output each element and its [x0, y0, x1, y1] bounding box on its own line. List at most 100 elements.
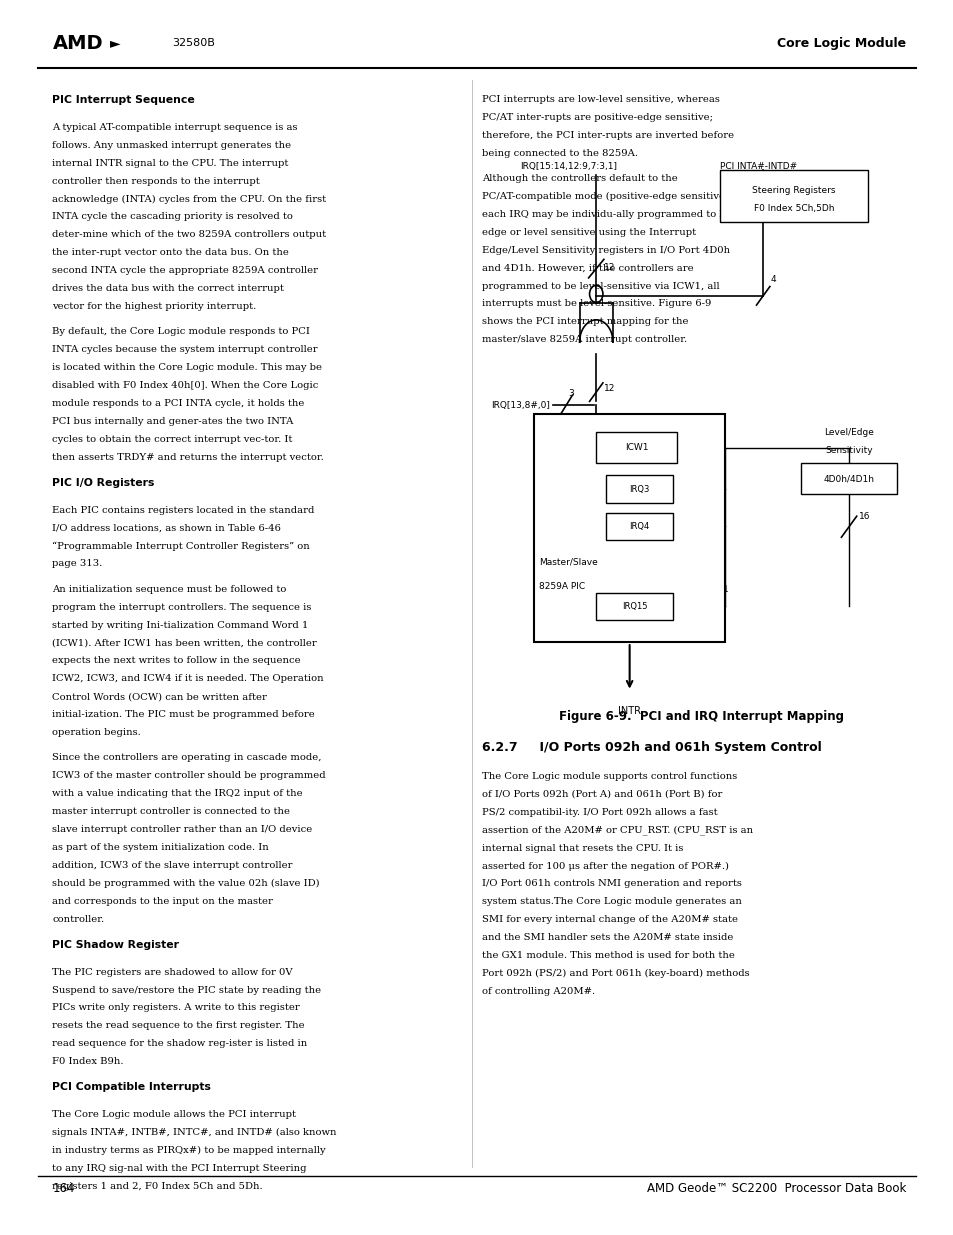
Circle shape [692, 573, 700, 583]
Text: initial-ization. The PIC must be programmed before: initial-ization. The PIC must be program… [52, 710, 314, 719]
Text: Level/Edge: Level/Edge [823, 427, 873, 437]
Text: shows the PCI interrupt mapping for the: shows the PCI interrupt mapping for the [481, 317, 687, 326]
Text: INTA cycles because the system interrupt controller: INTA cycles because the system interrupt… [52, 345, 317, 354]
Text: being connected to the 8259A.: being connected to the 8259A. [481, 148, 638, 158]
Text: 6.2.7     I/O Ports 092h and 061h System Control: 6.2.7 I/O Ports 092h and 061h System Con… [481, 741, 821, 755]
Text: 32580B: 32580B [172, 38, 214, 48]
Text: SMI for every internal change of the A20M# state: SMI for every internal change of the A20… [481, 915, 737, 924]
Text: (ICW1). After ICW1 has been written, the controller: (ICW1). After ICW1 has been written, the… [52, 638, 317, 647]
Text: registers 1 and 2, F0 Index 5Ch and 5Dh.: registers 1 and 2, F0 Index 5Ch and 5Dh. [52, 1182, 263, 1191]
Text: disabled with F0 Index 40h[0]. When the Core Logic: disabled with F0 Index 40h[0]. When the … [52, 380, 318, 390]
Text: IRQ[13,8#,0]: IRQ[13,8#,0] [491, 400, 550, 410]
Text: 16: 16 [858, 513, 869, 521]
Text: The Core Logic module allows the PCI interrupt: The Core Logic module allows the PCI int… [52, 1110, 296, 1119]
Text: 12: 12 [603, 384, 615, 393]
Text: is located within the Core Logic module. This may be: is located within the Core Logic module.… [52, 363, 322, 372]
Text: cycles to obtain the correct interrupt vec-tor. It: cycles to obtain the correct interrupt v… [52, 435, 293, 443]
FancyBboxPatch shape [720, 170, 867, 222]
Text: with a value indicating that the IRQ2 input of the: with a value indicating that the IRQ2 in… [52, 789, 303, 798]
FancyBboxPatch shape [596, 432, 677, 463]
Text: vector for the highest priority interrupt.: vector for the highest priority interrup… [52, 301, 256, 311]
Text: expects the next writes to follow in the sequence: expects the next writes to follow in the… [52, 656, 301, 666]
Text: IRQ4: IRQ4 [628, 521, 649, 531]
Text: AMD Geode™ SC2200  Processor Data Book: AMD Geode™ SC2200 Processor Data Book [646, 1182, 905, 1194]
Text: and 4D1h. However, if the controllers are: and 4D1h. However, if the controllers ar… [481, 263, 693, 273]
Text: resets the read sequence to the first register. The: resets the read sequence to the first re… [52, 1021, 305, 1030]
Text: started by writing Ini-tialization Command Word 1: started by writing Ini-tialization Comma… [52, 620, 309, 630]
Text: slave interrupt controller rather than an I/O device: slave interrupt controller rather than a… [52, 825, 313, 834]
Text: edge or level sensitive using the Interrupt: edge or level sensitive using the Interr… [481, 227, 695, 237]
Text: controller then responds to the interrupt: controller then responds to the interrup… [52, 177, 260, 185]
Text: of I/O Ports 092h (Port A) and 061h (Port B) for: of I/O Ports 092h (Port A) and 061h (Por… [481, 790, 721, 799]
FancyBboxPatch shape [605, 513, 672, 540]
Text: IRQ15: IRQ15 [621, 601, 646, 611]
Text: drives the data bus with the correct interrupt: drives the data bus with the correct int… [52, 284, 284, 293]
Text: Figure 6-9.  PCI and IRQ Interrupt Mapping: Figure 6-9. PCI and IRQ Interrupt Mappin… [558, 710, 842, 724]
Circle shape [692, 603, 700, 613]
Text: PICs write only registers. A write to this register: PICs write only registers. A write to th… [52, 1003, 300, 1013]
Text: Port 092h (PS/2) and Port 061h (key-board) methods: Port 092h (PS/2) and Port 061h (key-boar… [481, 969, 749, 978]
Text: 164: 164 [52, 1182, 75, 1194]
Text: read sequence for the shadow reg-ister is listed in: read sequence for the shadow reg-ister i… [52, 1039, 308, 1049]
Text: 4: 4 [770, 275, 776, 284]
Text: Since the controllers are operating in cascade mode,: Since the controllers are operating in c… [52, 753, 321, 762]
Text: master interrupt controller is connected to the: master interrupt controller is connected… [52, 806, 290, 816]
Text: I/O Port 061h controls NMI generation and reports: I/O Port 061h controls NMI generation an… [481, 879, 740, 888]
Text: system status.The Core Logic module generates an: system status.The Core Logic module gene… [481, 898, 740, 906]
Text: F0 Index B9h.: F0 Index B9h. [52, 1057, 124, 1066]
Text: programmed to be level-sensitive via ICW1, all: programmed to be level-sensitive via ICW… [481, 282, 719, 290]
Circle shape [692, 588, 700, 598]
Text: PIC I/O Registers: PIC I/O Registers [52, 478, 154, 488]
Text: acknowledge (INTA) cycles from the CPU. On the first: acknowledge (INTA) cycles from the CPU. … [52, 194, 326, 204]
Text: Steering Registers: Steering Registers [752, 185, 835, 195]
Text: 8259A PIC: 8259A PIC [538, 582, 584, 592]
Text: as part of the system initialization code. In: as part of the system initialization cod… [52, 842, 269, 852]
Text: should be programmed with the value 02h (slave ID): should be programmed with the value 02h … [52, 878, 320, 888]
Text: ICW2, ICW3, and ICW4 if it is needed. The Operation: ICW2, ICW3, and ICW4 if it is needed. Th… [52, 674, 324, 683]
Text: in industry terms as PIRQx#) to be mapped internally: in industry terms as PIRQx#) to be mappe… [52, 1146, 326, 1155]
Text: ICW1: ICW1 [624, 443, 648, 452]
Text: internal signal that resets the CPU. It is: internal signal that resets the CPU. It … [481, 844, 682, 852]
Text: Suspend to save/restore the PIC state by reading the: Suspend to save/restore the PIC state by… [52, 986, 321, 994]
Text: asserted for 100 μs after the negation of POR#.): asserted for 100 μs after the negation o… [481, 862, 728, 871]
Text: then asserts TRDY# and returns the interrupt vector.: then asserts TRDY# and returns the inter… [52, 452, 324, 462]
Text: PCI INTA#-INTD#: PCI INTA#-INTD# [720, 162, 797, 172]
Text: controller.: controller. [52, 914, 105, 924]
Text: Master/Slave: Master/Slave [538, 557, 598, 567]
Text: PS/2 compatibil-ity. I/O Port 092h allows a fast: PS/2 compatibil-ity. I/O Port 092h allow… [481, 808, 717, 816]
Text: each IRQ may be individu-ally programmed to be: each IRQ may be individu-ally programmed… [481, 210, 731, 219]
Text: signals INTA#, INTB#, INTC#, and INTD# (also known: signals INTA#, INTB#, INTC#, and INTD# (… [52, 1128, 336, 1137]
Text: 12: 12 [603, 263, 615, 272]
Text: INTA cycle the cascading priority is resolved to: INTA cycle the cascading priority is res… [52, 212, 293, 221]
Text: Core Logic Module: Core Logic Module [777, 37, 905, 49]
Text: The Core Logic module supports control functions: The Core Logic module supports control f… [481, 772, 737, 781]
Text: F0 Index 5Ch,5Dh: F0 Index 5Ch,5Dh [753, 204, 834, 214]
Text: IRQ3: IRQ3 [628, 484, 649, 494]
Text: An initialization sequence must be followed to: An initialization sequence must be follo… [52, 584, 287, 594]
Text: AMD: AMD [52, 33, 103, 53]
Text: program the interrupt controllers. The sequence is: program the interrupt controllers. The s… [52, 603, 312, 611]
FancyBboxPatch shape [534, 414, 724, 642]
Text: The PIC registers are shadowed to allow for 0V: The PIC registers are shadowed to allow … [52, 967, 293, 977]
Text: therefore, the PCI inter-rupts are inverted before: therefore, the PCI inter-rupts are inver… [481, 131, 733, 140]
Text: of controlling A20M#.: of controlling A20M#. [481, 987, 595, 995]
Text: second INTA cycle the appropriate 8259A controller: second INTA cycle the appropriate 8259A … [52, 266, 318, 275]
Text: 3: 3 [568, 389, 574, 398]
Text: ►: ► [110, 36, 120, 51]
Text: to any IRQ sig-nal with the PCI Interrupt Steering: to any IRQ sig-nal with the PCI Interrup… [52, 1163, 307, 1173]
FancyBboxPatch shape [596, 593, 672, 620]
Text: A typical AT-compatible interrupt sequence is as: A typical AT-compatible interrupt sequen… [52, 124, 297, 132]
Text: By default, the Core Logic module responds to PCI: By default, the Core Logic module respon… [52, 327, 310, 336]
Text: PCI interrupts are low-level sensitive, whereas: PCI interrupts are low-level sensitive, … [481, 95, 719, 104]
Text: operation begins.: operation begins. [52, 727, 141, 737]
Text: module responds to a PCI INTA cycle, it holds the: module responds to a PCI INTA cycle, it … [52, 399, 305, 408]
Text: PIC Interrupt Sequence: PIC Interrupt Sequence [52, 95, 195, 105]
Text: 4D0h/4D1h: 4D0h/4D1h [822, 474, 874, 483]
Text: Although the controllers default to the: Although the controllers default to the [481, 174, 677, 183]
Text: page 313.: page 313. [52, 559, 103, 568]
Text: PIC Shadow Register: PIC Shadow Register [52, 940, 179, 950]
Text: I/O address locations, as shown in Table 6-46: I/O address locations, as shown in Table… [52, 524, 281, 532]
Text: assertion of the A20M# or CPU_RST. (CPU_RST is an: assertion of the A20M# or CPU_RST. (CPU_… [481, 826, 752, 835]
Text: Sensitivity: Sensitivity [824, 446, 872, 456]
Text: internal INTR signal to the CPU. The interrupt: internal INTR signal to the CPU. The int… [52, 158, 289, 168]
